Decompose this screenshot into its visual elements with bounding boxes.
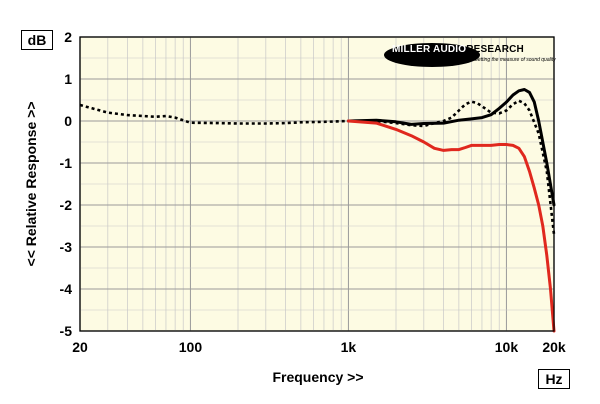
y-tick-label: 1 bbox=[64, 71, 72, 87]
logo-text-part2: RESEARCH bbox=[466, 44, 524, 55]
logo-text-part1: MILLER AUDIO bbox=[392, 44, 467, 55]
series-line-2 bbox=[346, 88, 556, 207]
plot-frame bbox=[79, 36, 555, 332]
y-tick-label: -3 bbox=[60, 239, 73, 255]
x-axis-label: Frequency >> bbox=[272, 369, 363, 385]
miller-audio-research-logo: MILLER AUDIORESEARCH Getting the measure… bbox=[382, 42, 556, 68]
logo-tagline: Getting the measure of sound quality bbox=[474, 57, 556, 63]
y-tick-label: 0 bbox=[64, 113, 72, 129]
logo-wordmark: MILLER AUDIORESEARCH bbox=[392, 44, 524, 55]
series-group bbox=[79, 88, 556, 333]
x-tick-label: 1k bbox=[341, 339, 357, 355]
x-unit-label: Hz bbox=[538, 369, 570, 389]
logo-ellipse bbox=[384, 43, 480, 67]
x-tick-label: 20k bbox=[542, 339, 566, 355]
y-tick-label: -5 bbox=[60, 323, 73, 339]
y-tick-label: -4 bbox=[60, 281, 73, 297]
x-tick-label: 100 bbox=[179, 339, 203, 355]
x-tick-labels: 20 100 1k 10k 20k bbox=[72, 339, 566, 355]
y-unit-label: dB bbox=[21, 30, 53, 50]
y-axis-label: << Relative Response >> bbox=[23, 102, 39, 267]
y-tick-label: -1 bbox=[60, 155, 73, 171]
x-tick-label: 10k bbox=[495, 339, 519, 355]
y-tick-label: -2 bbox=[60, 197, 73, 213]
y-tick-label: 2 bbox=[64, 29, 72, 45]
series-line-3 bbox=[346, 119, 556, 333]
y-tick-labels: 2 1 0 -1 -2 -3 -4 -5 bbox=[60, 29, 73, 339]
x-tick-label: 20 bbox=[72, 339, 88, 355]
grid bbox=[80, 37, 554, 331]
